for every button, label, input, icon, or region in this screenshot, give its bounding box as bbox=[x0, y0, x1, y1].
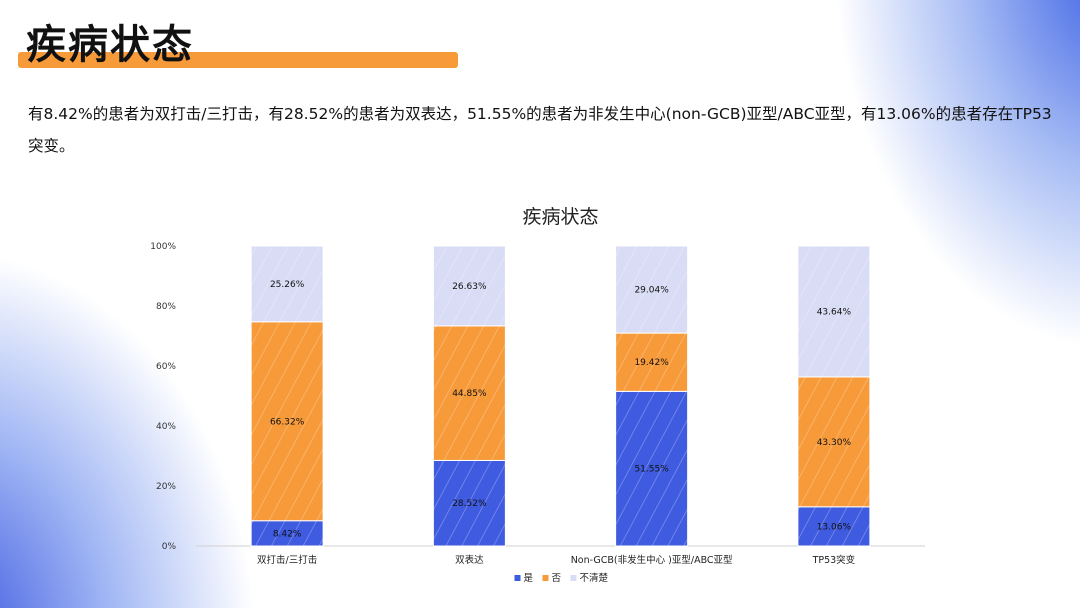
data-label: 51.55% bbox=[634, 465, 669, 475]
data-label: 13.06% bbox=[817, 522, 852, 532]
legend-swatch bbox=[514, 575, 521, 581]
legend-swatch bbox=[542, 575, 549, 581]
y-tick-label: 0% bbox=[162, 542, 177, 552]
bar-segment-texture bbox=[797, 376, 870, 507]
legend-label: 是 bbox=[524, 573, 534, 584]
title-block: 疾病状态 bbox=[18, 12, 458, 72]
bar-segment-texture bbox=[433, 325, 506, 461]
y-tick-label: 80% bbox=[156, 302, 176, 312]
data-label: 44.85% bbox=[452, 389, 487, 399]
title-underline-bar bbox=[18, 52, 458, 68]
y-tick-label: 60% bbox=[156, 362, 176, 372]
data-label: 26.63% bbox=[452, 282, 487, 292]
page-title: 疾病状态 bbox=[26, 22, 194, 68]
data-label: 25.26% bbox=[270, 280, 305, 290]
chart-title: 疾病状态 bbox=[522, 206, 598, 228]
data-label: 8.42% bbox=[273, 529, 302, 539]
summary-text: 有8.42%的患者为双打击/三打击，有28.52%的患者为双表达，51.55%的… bbox=[28, 105, 1052, 155]
x-tick-label: Non-GCB(非发生中心 )亚型/ABC亚型 bbox=[571, 554, 733, 566]
bar-segment-texture bbox=[615, 245, 688, 334]
bar-segment-texture bbox=[615, 391, 688, 546]
legend-label: 否 bbox=[552, 573, 562, 584]
y-tick-label: 40% bbox=[156, 422, 176, 432]
legend-label: 不清楚 bbox=[580, 572, 609, 584]
legend-swatch bbox=[570, 575, 577, 581]
bar-segment-texture bbox=[251, 246, 324, 322]
bar-segment-texture bbox=[433, 246, 506, 326]
data-label: 19.42% bbox=[634, 358, 669, 368]
data-label: 29.04% bbox=[634, 286, 669, 296]
data-label: 43.30% bbox=[817, 438, 852, 448]
data-label: 66.32% bbox=[270, 417, 305, 427]
bar-segment-texture bbox=[251, 321, 324, 521]
bar-segment-texture bbox=[251, 520, 324, 546]
bar-segment-texture bbox=[797, 506, 870, 546]
bar-segment-texture bbox=[615, 333, 688, 392]
x-tick-label: 双表达 bbox=[455, 554, 484, 566]
x-tick-label: TP53突变 bbox=[812, 554, 856, 566]
data-label: 43.64% bbox=[817, 307, 852, 317]
x-tick-label: 双打击/三打击 bbox=[257, 554, 317, 566]
bar-segment-texture bbox=[797, 246, 870, 377]
stacked-bar-chart: 疾病状态 0% 20% 40% 60% 80% 100% 8.42% 66.32% 25.26% 双… bbox=[150, 206, 925, 584]
y-tick-label: 100% bbox=[150, 242, 176, 252]
data-label: 28.52% bbox=[452, 499, 487, 509]
y-tick-label: 20% bbox=[156, 482, 176, 492]
bar-segment-texture bbox=[433, 460, 506, 546]
